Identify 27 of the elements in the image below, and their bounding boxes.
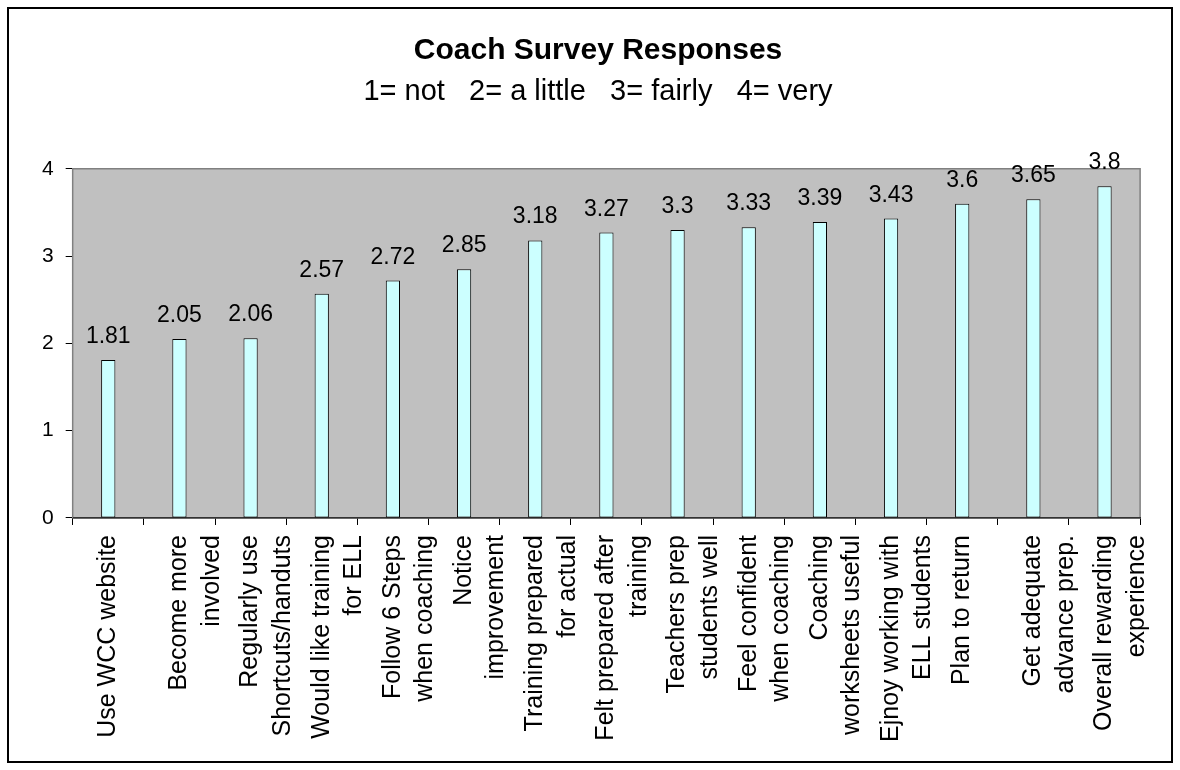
- data-label: 2.72: [370, 242, 416, 269]
- x-tick-label: Get adequate advance prep.: [1017, 534, 1078, 694]
- data-label: 3.33: [726, 189, 772, 216]
- chart-title: Coach Survey Responses: [413, 32, 783, 66]
- y-tick-label: 0: [41, 504, 54, 528]
- y-tick-label: 1: [41, 417, 54, 441]
- data-label: 3.39: [797, 184, 843, 211]
- data-label: 3.43: [868, 180, 914, 207]
- data-label: 2.57: [299, 255, 345, 282]
- y-tick-label: 2: [41, 330, 54, 354]
- data-label: 3.65: [1010, 161, 1056, 188]
- x-tick-label: Would like training for ELL: [305, 534, 367, 739]
- data-label: 3.18: [512, 202, 558, 229]
- data-label: 3.8: [1088, 148, 1121, 175]
- data-label: 2.05: [157, 301, 202, 328]
- y-tick-label: 4: [41, 155, 54, 179]
- data-label: 2.85: [441, 231, 487, 258]
- x-tick-label: Become more involved: [163, 534, 224, 691]
- data-label: 3.27: [584, 194, 629, 221]
- data-label: 3.6: [946, 165, 979, 192]
- data-label: 2.06: [228, 300, 273, 327]
- x-tick-label: Plan to return: [946, 534, 975, 686]
- y-tick-label: 3: [41, 242, 54, 266]
- data-label: 3.3: [661, 191, 694, 218]
- chart-subtitle: 1= not 2= a little 3= fairly 4= very: [363, 74, 834, 107]
- x-tick-label: Use WCC website: [92, 534, 121, 738]
- data-label: 1.81: [85, 321, 131, 348]
